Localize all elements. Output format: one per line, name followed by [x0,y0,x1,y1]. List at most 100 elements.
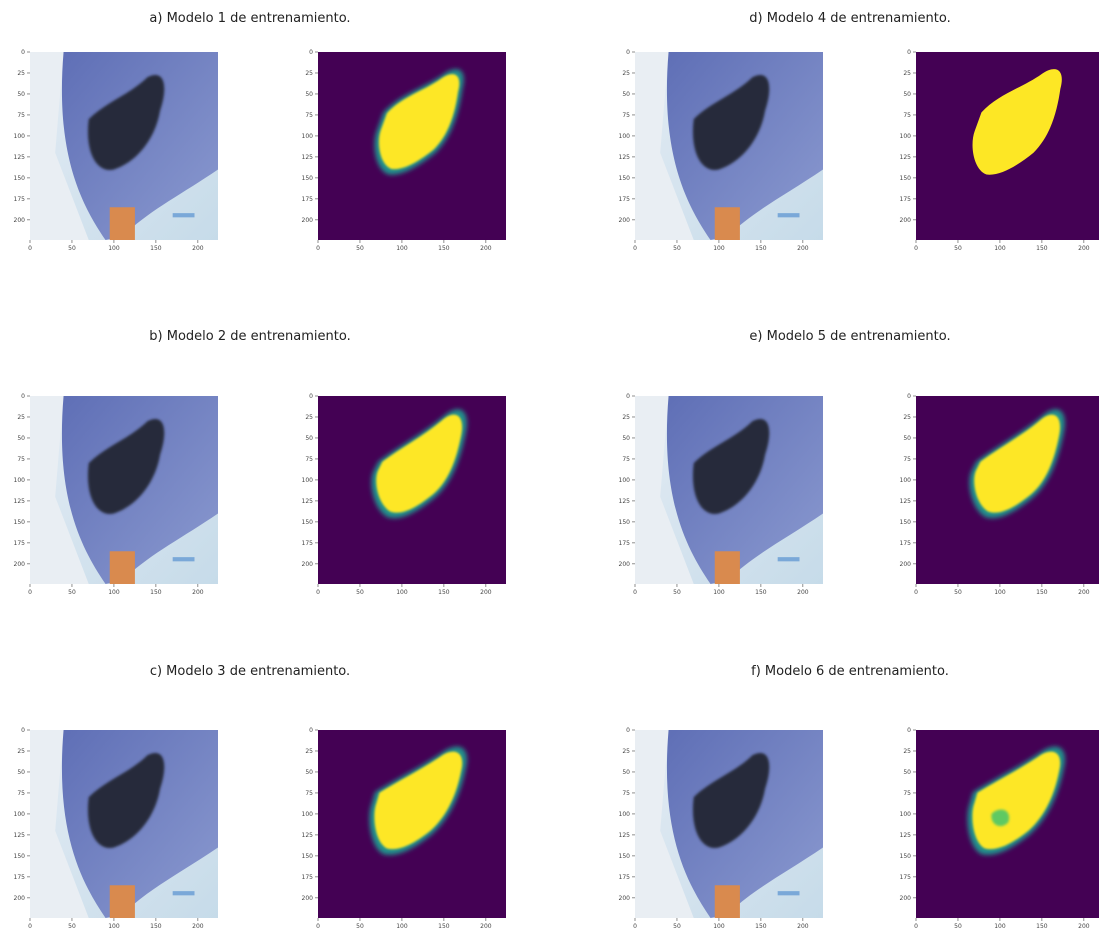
y-tick-label: 125 [900,154,912,161]
y-tick-label: 0 [907,727,911,734]
y-tick-label: 25 [17,414,25,421]
x-tick-label: 150 [1036,589,1048,596]
y-tick-label: 75 [305,790,313,797]
y-tick-label: 150 [14,175,26,182]
y-tick-label: 175 [900,874,912,881]
x-tick-label: 50 [673,245,681,252]
y-tick-label: 125 [900,832,912,839]
y-tick-label: 50 [17,769,25,776]
y-tick-label: 175 [900,540,912,547]
y-tick-label: 100 [619,811,631,818]
y-tick-label: 200 [619,561,631,568]
y-tick-label: 100 [900,133,912,140]
y-tick-label: 50 [305,435,313,442]
x-tick-label: 150 [755,245,767,252]
y-tick-label: 50 [305,91,313,98]
y-tick-label: 100 [619,477,631,484]
x-tick-label: 200 [1078,245,1090,252]
y-tick-label: 100 [14,811,26,818]
y-tick-label: 25 [305,414,313,421]
photo-mark [173,213,195,217]
y-tick-label: 200 [302,895,314,902]
photo [635,52,823,240]
y-tick-label: 25 [305,748,313,755]
y-tick-label: 100 [14,133,26,140]
y-tick-label: 0 [626,393,630,400]
x-tick-label: 50 [68,245,76,252]
y-tick-label: 25 [622,414,630,421]
x-tick-label: 200 [192,589,204,596]
x-tick-label: 200 [1078,589,1090,596]
y-tick-label: 75 [622,112,630,119]
x-tick-label: 50 [356,923,364,930]
y-tick-label: 150 [619,519,631,526]
y-tick-label: 125 [302,832,314,839]
y-tick-label: 175 [14,540,26,547]
photo [30,730,218,918]
x-tick-label: 50 [954,589,962,596]
y-tick-label: 100 [302,811,314,818]
x-tick-label: 0 [316,923,320,930]
x-tick-label: 150 [755,589,767,596]
y-tick-label: 25 [622,70,630,77]
y-tick-label: 125 [900,498,912,505]
mask [318,396,506,584]
x-tick-label: 100 [396,589,408,596]
y-tick-label: 125 [302,154,314,161]
x-tick-label: 0 [633,245,637,252]
y-tick-label: 50 [903,435,911,442]
caption: b) Modelo 2 de entrenamiento. [149,329,350,344]
y-tick-label: 150 [302,519,314,526]
x-tick-label: 0 [316,245,320,252]
x-tick-label: 200 [192,923,204,930]
y-tick-label: 25 [903,748,911,755]
x-tick-label: 200 [797,245,809,252]
y-tick-label: 75 [903,112,911,119]
y-tick-label: 75 [622,456,630,463]
caption: c) Modelo 3 de entrenamiento. [150,664,350,679]
y-tick-label: 100 [900,477,912,484]
x-tick-label: 100 [994,589,1006,596]
photo-skin [110,551,135,584]
y-tick-label: 50 [622,435,630,442]
y-tick-label: 150 [900,853,912,860]
y-tick-label: 200 [14,561,26,568]
x-tick-label: 100 [994,923,1006,930]
y-tick-label: 50 [17,435,25,442]
y-tick-label: 50 [622,769,630,776]
caption: d) Modelo 4 de entrenamiento. [749,11,950,26]
x-tick-label: 50 [673,923,681,930]
photo-mark [173,891,195,895]
y-tick-label: 25 [903,414,911,421]
photo [635,396,823,584]
y-tick-label: 50 [17,91,25,98]
y-tick-label: 0 [626,49,630,56]
y-tick-label: 25 [17,70,25,77]
y-tick-label: 75 [17,456,25,463]
y-tick-label: 100 [900,811,912,818]
photo-skin [715,551,740,584]
x-tick-label: 150 [438,923,450,930]
y-tick-label: 25 [305,70,313,77]
x-tick-label: 150 [438,245,450,252]
x-tick-label: 150 [755,923,767,930]
y-tick-label: 50 [305,769,313,776]
y-tick-label: 200 [900,895,912,902]
photo-mark [173,557,195,561]
y-tick-label: 0 [907,49,911,56]
x-tick-label: 200 [797,923,809,930]
y-tick-label: 150 [900,519,912,526]
y-tick-label: 200 [619,895,631,902]
photo-skin [715,885,740,918]
y-tick-label: 175 [619,196,631,203]
x-tick-label: 0 [914,245,918,252]
y-tick-label: 125 [619,154,631,161]
x-tick-label: 150 [1036,245,1048,252]
y-tick-label: 125 [14,154,26,161]
y-tick-label: 200 [14,217,26,224]
y-tick-label: 175 [302,874,314,881]
x-tick-label: 100 [713,245,725,252]
y-tick-label: 175 [302,196,314,203]
y-tick-label: 50 [903,769,911,776]
x-tick-label: 50 [68,589,76,596]
